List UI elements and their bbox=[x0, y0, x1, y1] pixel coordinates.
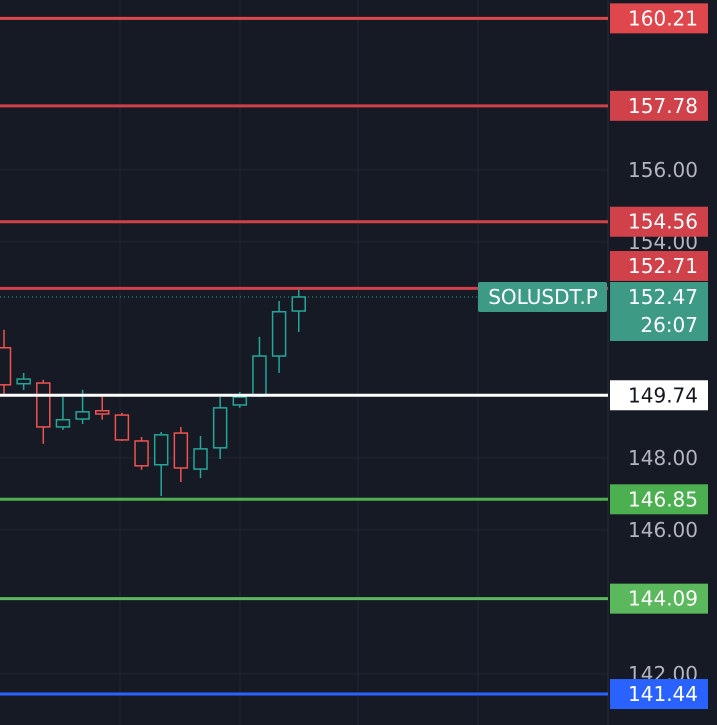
price-line-label: 152.71 bbox=[628, 254, 698, 278]
price-line-label-bg bbox=[610, 484, 708, 515]
price-line-label-bg bbox=[610, 250, 708, 281]
y-tick-label: 156.00 bbox=[628, 158, 698, 182]
y-tick-label: 148.00 bbox=[628, 446, 698, 470]
candle-body bbox=[0, 346, 12, 386]
candle-body bbox=[114, 414, 130, 441]
symbol-label: SOLUSDT.P bbox=[488, 285, 598, 309]
price-line-label: 149.74 bbox=[628, 383, 698, 407]
candle-body bbox=[193, 448, 208, 470]
price-line-label-bg bbox=[610, 679, 708, 710]
price-line-label: 144.09 bbox=[628, 587, 698, 611]
countdown-label: 26:07 bbox=[640, 313, 698, 337]
price-line-label: 146.85 bbox=[628, 487, 698, 511]
candle-body bbox=[232, 396, 248, 406]
candle-body bbox=[95, 409, 110, 415]
price-line-label-bg bbox=[610, 90, 708, 121]
current-price-label: 152.47 bbox=[628, 285, 698, 309]
price-line-label-bg bbox=[610, 3, 708, 34]
candle-body bbox=[291, 296, 306, 312]
symbol-label-bg bbox=[478, 281, 607, 312]
price-line-label-bg bbox=[610, 206, 708, 237]
candle-body bbox=[252, 355, 267, 397]
candle-body bbox=[75, 411, 90, 420]
candle-body bbox=[55, 418, 71, 428]
candle-body bbox=[16, 378, 31, 385]
price-line-label: 157.78 bbox=[628, 94, 698, 118]
candle-body bbox=[212, 407, 228, 449]
candle-body bbox=[134, 440, 149, 467]
price-line-label-bg bbox=[610, 583, 708, 614]
y-tick-label: 146.00 bbox=[628, 518, 698, 542]
candle-body bbox=[153, 434, 169, 466]
current-price-bg bbox=[610, 281, 708, 341]
candle-body bbox=[36, 382, 51, 428]
vertical-grid bbox=[119, 0, 479, 725]
price-line-label: 160.21 bbox=[628, 6, 698, 30]
price-line-label: 141.44 bbox=[628, 682, 698, 706]
candle-body bbox=[173, 432, 189, 469]
price-line-label-bg bbox=[610, 380, 708, 411]
price-line-label: 154.56 bbox=[628, 210, 698, 234]
candle-body bbox=[271, 310, 287, 357]
